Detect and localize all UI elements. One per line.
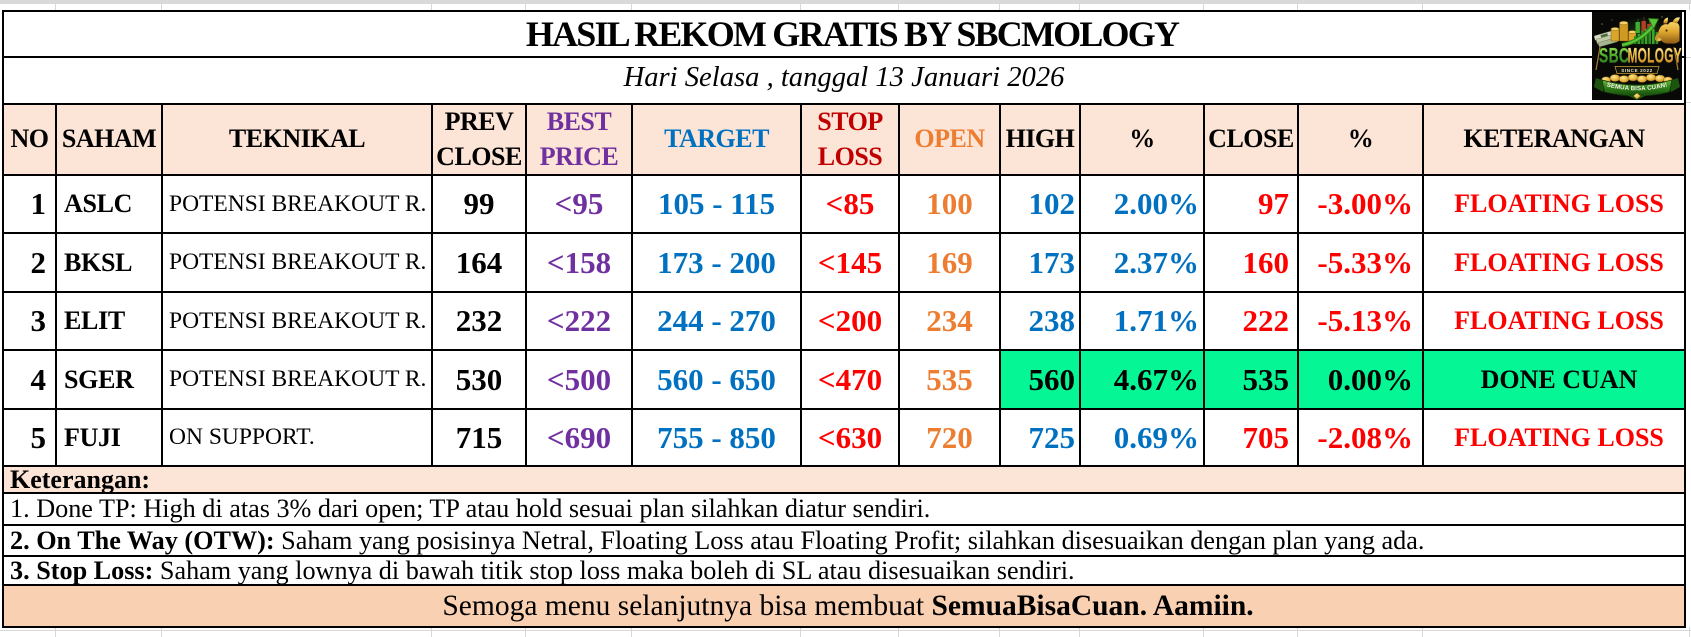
svg-text:SEMUA BISA CUAN!: SEMUA BISA CUAN! (1606, 82, 1668, 93)
svg-text:MOLOGY: MOLOGY (1628, 44, 1683, 67)
svg-text:SBC: SBC (1599, 44, 1629, 68)
svg-text:SINCE 2022: SINCE 2022 (1621, 68, 1653, 73)
